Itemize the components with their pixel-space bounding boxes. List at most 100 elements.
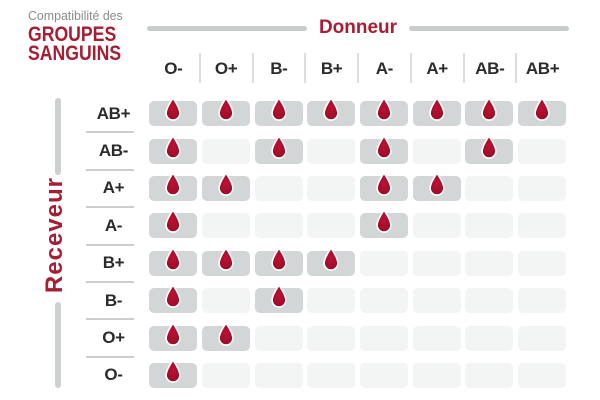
blood-drop-icon <box>534 97 550 122</box>
incompatible-pill <box>412 362 461 388</box>
compatible-pill <box>149 247 198 276</box>
cell-B--from-B+ <box>305 288 358 314</box>
donor-col-header-B+: B+ <box>304 52 358 85</box>
incompatible-pill <box>412 213 461 239</box>
incompatible-pill <box>465 288 514 314</box>
donor-axis-header: Donneur <box>147 17 570 39</box>
cell-A--from-AB- <box>463 213 516 239</box>
receiver-row-label-AB-: AB- <box>98 141 129 161</box>
cell-AB--from-A- <box>358 135 411 164</box>
cell-AB+-from-AB+ <box>516 97 569 127</box>
cell-A--from-B- <box>252 213 305 239</box>
cell-A--from-A- <box>358 209 411 239</box>
incompatible-pill <box>412 138 461 164</box>
compatibility-matrix: AB+ AB- A+ A- B+ B- O+ O- <box>86 95 569 394</box>
cell-B--from-O- <box>147 284 200 314</box>
receiver-row-label-B+: B+ <box>102 253 125 273</box>
cell-B+-from-AB- <box>463 250 516 276</box>
matrix-row-AB+: AB+ <box>86 95 569 134</box>
compatible-pill <box>149 359 198 388</box>
cell-O+-from-O+ <box>200 322 253 351</box>
compatible-pill <box>360 97 409 127</box>
incompatible-pill <box>307 288 356 314</box>
receiver-row-label-O+: O+ <box>102 328 125 348</box>
cell-A--from-O- <box>147 209 200 239</box>
chart-title-line1: GROUPES <box>28 23 117 46</box>
cell-B+-from-AB+ <box>516 250 569 276</box>
blood-drop-icon <box>271 135 287 159</box>
cell-AB+-from-B- <box>252 97 305 127</box>
matrix-row-O-: O- <box>86 357 569 394</box>
donor-axis-label: Donneur <box>318 17 398 38</box>
blood-drop-icon <box>376 135 392 159</box>
blood-drop-icon <box>429 97 445 122</box>
incompatible-pill <box>518 362 567 388</box>
blood-drop-icon <box>165 247 182 271</box>
incompatible-pill <box>307 325 356 351</box>
compatible-pill <box>307 247 356 276</box>
incompatible-pill <box>465 250 514 276</box>
cell-AB+-from-A- <box>358 97 411 127</box>
donor-col-header-O+: O+ <box>198 52 253 85</box>
incompatible-pill <box>518 175 567 201</box>
blood-drop-icon <box>165 322 182 346</box>
cell-B--from-B- <box>252 284 305 314</box>
cell-O+-from-AB- <box>463 325 516 351</box>
compatible-pill <box>149 284 198 314</box>
receiver-row-label-AB+: AB+ <box>96 103 131 123</box>
incompatible-pill <box>518 213 567 239</box>
blood-drop-icon <box>271 247 287 271</box>
cell-O--from-O- <box>147 359 200 388</box>
cell-AB--from-AB- <box>463 135 516 164</box>
receiver-axis-label: Receveur <box>41 177 68 294</box>
blood-drop-icon <box>165 359 182 383</box>
blood-drop-icon <box>481 97 498 122</box>
cell-O--from-O+ <box>200 362 253 388</box>
incompatible-pill <box>254 362 303 388</box>
compatible-pill <box>202 172 251 201</box>
chart-title-block: Compatibilité des GROUPES SANGUINS <box>28 8 139 64</box>
incompatible-pill <box>465 213 514 239</box>
compatible-pill <box>202 247 251 276</box>
matrix-row-B+: B+ <box>86 245 569 284</box>
blood-drop-icon <box>323 247 340 271</box>
incompatible-pill <box>412 250 461 276</box>
receiver-row-label-B-: B- <box>104 290 123 310</box>
cell-A+-from-O- <box>147 172 200 201</box>
incompatible-pill <box>360 250 409 276</box>
receiver-row-label-A-: A- <box>104 215 123 235</box>
donor-col-header-AB+: AB+ <box>515 52 569 85</box>
donor-col-header-O-: O- <box>164 58 183 78</box>
compatible-pill <box>202 97 251 127</box>
incompatible-pill <box>254 175 303 201</box>
cell-B--from-O+ <box>200 288 253 314</box>
compatible-pill <box>149 322 198 351</box>
cell-B+-from-O- <box>147 247 200 276</box>
cell-O--from-A+ <box>410 362 463 388</box>
cell-O--from-A- <box>358 362 411 388</box>
compatible-pill <box>518 97 567 127</box>
compatible-pill <box>412 97 461 127</box>
cell-O+-from-B+ <box>305 325 358 351</box>
receiver-row-label-A+: A+ <box>102 178 125 198</box>
incompatible-pill <box>254 325 303 351</box>
incompatible-pill <box>465 362 514 388</box>
cell-AB+-from-B+ <box>305 97 358 127</box>
cell-A+-from-B- <box>252 175 305 201</box>
donor-col-header-A+: A+ <box>409 52 464 85</box>
cell-B+-from-A- <box>358 250 411 276</box>
compatible-pill <box>149 172 198 201</box>
cell-AB+-from-A+ <box>410 97 463 127</box>
blood-drop-icon <box>376 97 392 122</box>
compatible-pill <box>465 97 514 127</box>
blood-drop-icon <box>218 97 234 122</box>
blood-drop-icon <box>271 284 287 308</box>
cell-B+-from-A+ <box>410 250 463 276</box>
incompatible-pill <box>465 325 514 351</box>
cell-B+-from-O+ <box>200 247 253 276</box>
cell-A+-from-B+ <box>305 175 358 201</box>
matrix-row-O+: O+ <box>86 319 569 359</box>
cell-AB--from-A+ <box>410 138 463 164</box>
incompatible-pill <box>412 325 461 351</box>
